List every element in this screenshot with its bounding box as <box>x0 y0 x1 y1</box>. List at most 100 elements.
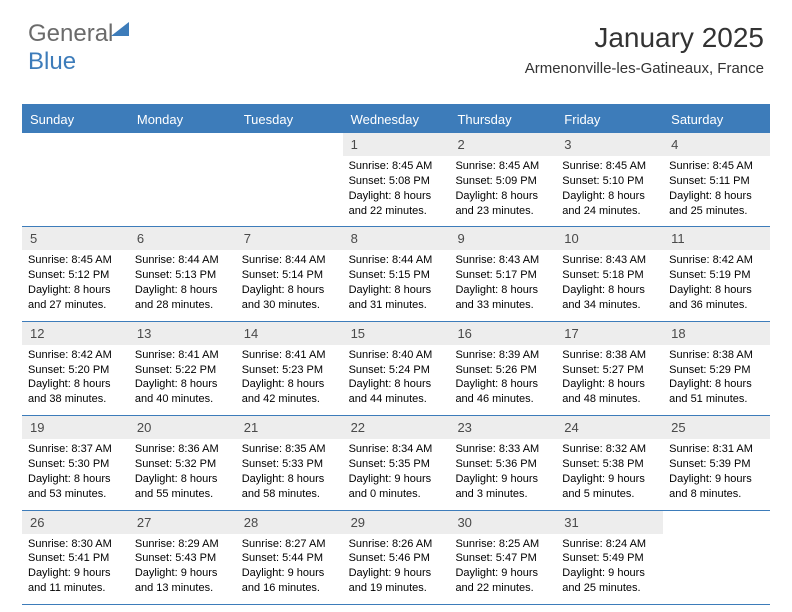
daylight-line-1: Daylight: 8 hours <box>562 189 657 204</box>
day-details: Sunrise: 8:33 AMSunset: 5:36 PMDaylight:… <box>449 439 556 509</box>
daylight-line-2: and 58 minutes. <box>242 487 337 502</box>
week-row: 5Sunrise: 8:45 AMSunset: 5:12 PMDaylight… <box>22 227 770 321</box>
sunset-line: Sunset: 5:24 PM <box>349 363 444 378</box>
day-number: 15 <box>343 322 450 345</box>
daylight-line-1: Daylight: 8 hours <box>455 283 550 298</box>
sunrise-line: Sunrise: 8:45 AM <box>455 159 550 174</box>
daylight-line-1: Daylight: 8 hours <box>28 283 123 298</box>
day-details: Sunrise: 8:25 AMSunset: 5:47 PMDaylight:… <box>449 534 556 604</box>
daylight-line-1: Daylight: 8 hours <box>135 283 230 298</box>
day-number: 23 <box>449 416 556 439</box>
sunset-line: Sunset: 5:14 PM <box>242 268 337 283</box>
week-row: 26Sunrise: 8:30 AMSunset: 5:41 PMDayligh… <box>22 511 770 605</box>
sunrise-line: Sunrise: 8:27 AM <box>242 537 337 552</box>
page-title: January 2025 <box>525 22 764 54</box>
sunrise-line: Sunrise: 8:41 AM <box>135 348 230 363</box>
day-cell: 5Sunrise: 8:45 AMSunset: 5:12 PMDaylight… <box>22 227 129 320</box>
day-details: Sunrise: 8:36 AMSunset: 5:32 PMDaylight:… <box>129 439 236 509</box>
day-cell: ..... <box>663 511 770 604</box>
sunrise-line: Sunrise: 8:45 AM <box>562 159 657 174</box>
sunset-line: Sunset: 5:09 PM <box>455 174 550 189</box>
day-cell: 24Sunrise: 8:32 AMSunset: 5:38 PMDayligh… <box>556 416 663 509</box>
daylight-line-1: Daylight: 8 hours <box>669 189 764 204</box>
day-number: 9 <box>449 227 556 250</box>
sunrise-line: Sunrise: 8:29 AM <box>135 537 230 552</box>
sunrise-line: Sunrise: 8:42 AM <box>669 253 764 268</box>
day-number: 7 <box>236 227 343 250</box>
day-details: Sunrise: 8:41 AMSunset: 5:22 PMDaylight:… <box>129 345 236 415</box>
sunset-line: Sunset: 5:41 PM <box>28 551 123 566</box>
day-cell: 11Sunrise: 8:42 AMSunset: 5:19 PMDayligh… <box>663 227 770 320</box>
sunrise-line: Sunrise: 8:34 AM <box>349 442 444 457</box>
sunrise-line: Sunrise: 8:40 AM <box>349 348 444 363</box>
day-details: Sunrise: 8:45 AMSunset: 5:08 PMDaylight:… <box>343 156 450 226</box>
sunrise-line: Sunrise: 8:45 AM <box>349 159 444 174</box>
day-details: Sunrise: 8:35 AMSunset: 5:33 PMDaylight:… <box>236 439 343 509</box>
sunset-line: Sunset: 5:26 PM <box>455 363 550 378</box>
daylight-line-2: and 23 minutes. <box>455 204 550 219</box>
sunrise-line: Sunrise: 8:32 AM <box>562 442 657 457</box>
logo: General Blue <box>28 20 129 76</box>
day-cell: 14Sunrise: 8:41 AMSunset: 5:23 PMDayligh… <box>236 322 343 415</box>
sunrise-line: Sunrise: 8:31 AM <box>669 442 764 457</box>
day-cell: 15Sunrise: 8:40 AMSunset: 5:24 PMDayligh… <box>343 322 450 415</box>
day-number: 8 <box>343 227 450 250</box>
daylight-line-1: Daylight: 8 hours <box>28 377 123 392</box>
day-cell: 23Sunrise: 8:33 AMSunset: 5:36 PMDayligh… <box>449 416 556 509</box>
logo-text-gray: General <box>28 20 113 47</box>
day-header: Monday <box>129 106 236 133</box>
day-number: 17 <box>556 322 663 345</box>
daylight-line-2: and 31 minutes. <box>349 298 444 313</box>
daylight-line-1: Daylight: 9 hours <box>349 566 444 581</box>
sunrise-line: Sunrise: 8:39 AM <box>455 348 550 363</box>
daylight-line-2: and 53 minutes. <box>28 487 123 502</box>
day-cell: 2Sunrise: 8:45 AMSunset: 5:09 PMDaylight… <box>449 133 556 226</box>
daylight-line-2: and 55 minutes. <box>135 487 230 502</box>
day-number: 1 <box>343 133 450 156</box>
daylight-line-2: and 13 minutes. <box>135 581 230 596</box>
day-cell: 3Sunrise: 8:45 AMSunset: 5:10 PMDaylight… <box>556 133 663 226</box>
day-number: 30 <box>449 511 556 534</box>
sunset-line: Sunset: 5:38 PM <box>562 457 657 472</box>
daylight-line-2: and 36 minutes. <box>669 298 764 313</box>
day-details: Sunrise: 8:29 AMSunset: 5:43 PMDaylight:… <box>129 534 236 604</box>
day-details: Sunrise: 8:40 AMSunset: 5:24 PMDaylight:… <box>343 345 450 415</box>
sunrise-line: Sunrise: 8:43 AM <box>455 253 550 268</box>
day-number: 13 <box>129 322 236 345</box>
day-cell: 13Sunrise: 8:41 AMSunset: 5:22 PMDayligh… <box>129 322 236 415</box>
sunset-line: Sunset: 5:15 PM <box>349 268 444 283</box>
day-cell: ..... <box>129 133 236 226</box>
day-number: 14 <box>236 322 343 345</box>
daylight-line-2: and 48 minutes. <box>562 392 657 407</box>
sunset-line: Sunset: 5:11 PM <box>669 174 764 189</box>
day-number: 25 <box>663 416 770 439</box>
day-number: 21 <box>236 416 343 439</box>
day-cell: 20Sunrise: 8:36 AMSunset: 5:32 PMDayligh… <box>129 416 236 509</box>
day-number: 2 <box>449 133 556 156</box>
day-cell: ..... <box>236 133 343 226</box>
week-row: 19Sunrise: 8:37 AMSunset: 5:30 PMDayligh… <box>22 416 770 510</box>
day-header: Friday <box>556 106 663 133</box>
day-cell: 4Sunrise: 8:45 AMSunset: 5:11 PMDaylight… <box>663 133 770 226</box>
sunset-line: Sunset: 5:20 PM <box>28 363 123 378</box>
daylight-line-1: Daylight: 9 hours <box>562 472 657 487</box>
sunset-line: Sunset: 5:39 PM <box>669 457 764 472</box>
day-cell: 21Sunrise: 8:35 AMSunset: 5:33 PMDayligh… <box>236 416 343 509</box>
daylight-line-1: Daylight: 8 hours <box>669 377 764 392</box>
day-cell: 29Sunrise: 8:26 AMSunset: 5:46 PMDayligh… <box>343 511 450 604</box>
day-details: Sunrise: 8:45 AMSunset: 5:11 PMDaylight:… <box>663 156 770 226</box>
sunrise-line: Sunrise: 8:44 AM <box>242 253 337 268</box>
daylight-line-2: and 28 minutes. <box>135 298 230 313</box>
daylight-line-1: Daylight: 9 hours <box>669 472 764 487</box>
day-details: Sunrise: 8:34 AMSunset: 5:35 PMDaylight:… <box>343 439 450 509</box>
daylight-line-1: Daylight: 9 hours <box>455 472 550 487</box>
sunset-line: Sunset: 5:22 PM <box>135 363 230 378</box>
daylight-line-2: and 30 minutes. <box>242 298 337 313</box>
daylight-line-2: and 5 minutes. <box>562 487 657 502</box>
sunset-line: Sunset: 5:29 PM <box>669 363 764 378</box>
daylight-line-2: and 24 minutes. <box>562 204 657 219</box>
day-details: Sunrise: 8:38 AMSunset: 5:29 PMDaylight:… <box>663 345 770 415</box>
location-label: Armenonville-les-Gatineaux, France <box>525 60 764 77</box>
day-header: Saturday <box>663 106 770 133</box>
day-number: 11 <box>663 227 770 250</box>
